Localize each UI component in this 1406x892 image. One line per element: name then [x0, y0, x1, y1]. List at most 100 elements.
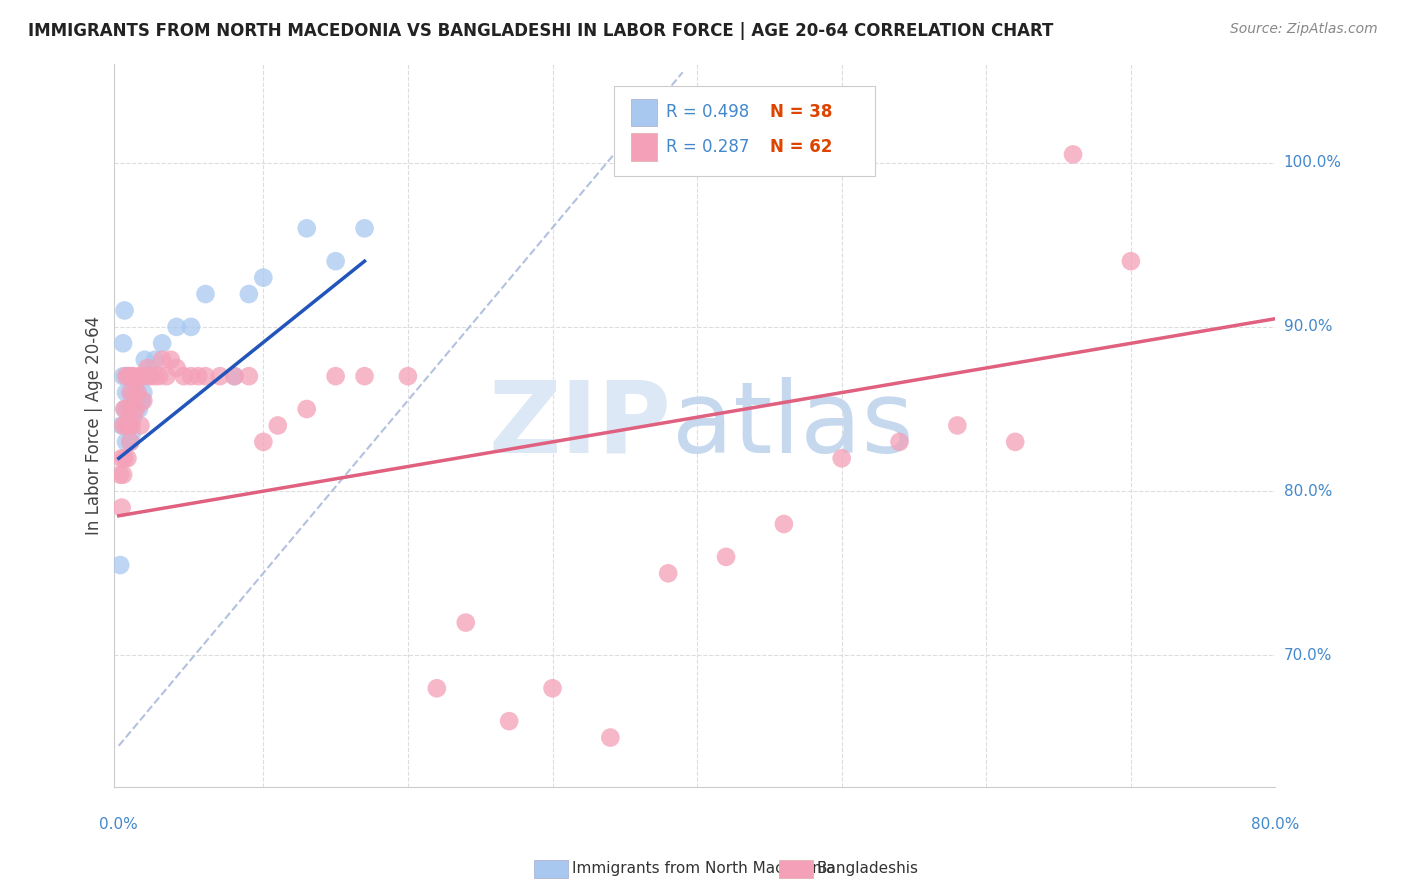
Point	[238, 369, 260, 384]
Point	[120, 385, 142, 400]
Point	[194, 369, 217, 384]
Point	[115, 434, 138, 449]
Point	[125, 402, 148, 417]
Point	[208, 369, 231, 384]
Text: 80.0%: 80.0%	[1251, 817, 1299, 832]
Point	[121, 385, 143, 400]
FancyBboxPatch shape	[613, 86, 875, 176]
Point	[122, 410, 145, 425]
Point	[122, 369, 145, 384]
Point	[134, 369, 156, 384]
Point	[353, 221, 375, 235]
Point	[108, 558, 131, 572]
Point	[120, 434, 142, 449]
Text: 100.0%: 100.0%	[1284, 155, 1341, 170]
Text: R = 0.498: R = 0.498	[666, 103, 749, 121]
Point	[111, 418, 134, 433]
Point	[111, 500, 134, 515]
Point	[831, 451, 853, 466]
Point	[139, 369, 162, 384]
Point	[325, 254, 347, 268]
Point	[143, 369, 166, 384]
Point	[252, 434, 274, 449]
Point	[155, 369, 177, 384]
Point	[121, 418, 143, 433]
Text: R = 0.287: R = 0.287	[666, 138, 749, 156]
Point	[112, 336, 135, 351]
Point	[115, 418, 138, 433]
Point	[131, 369, 153, 384]
Bar	[631, 134, 657, 161]
Text: Bangladeshis: Bangladeshis	[817, 862, 920, 876]
Point	[194, 287, 217, 301]
Point	[714, 549, 737, 564]
Point	[114, 402, 136, 417]
Point	[1119, 254, 1142, 268]
Point	[121, 426, 143, 441]
Point	[889, 434, 911, 449]
Point	[120, 402, 142, 417]
Point	[325, 369, 347, 384]
Text: 0.0%: 0.0%	[100, 817, 138, 832]
Point	[114, 451, 136, 466]
Point	[454, 615, 477, 630]
Point	[118, 418, 141, 433]
Point	[143, 352, 166, 367]
Point	[128, 369, 150, 384]
Bar	[631, 99, 657, 127]
Point	[124, 385, 146, 400]
Point	[122, 385, 145, 400]
Point	[1062, 147, 1084, 161]
Point	[224, 369, 246, 384]
Point	[136, 369, 159, 384]
Point	[599, 731, 621, 745]
Point	[118, 369, 141, 384]
Text: Immigrants from North Macedonia: Immigrants from North Macedonia	[572, 862, 835, 876]
Point	[224, 369, 246, 384]
Point	[180, 319, 202, 334]
Point	[426, 681, 449, 696]
Point	[150, 336, 173, 351]
Point	[132, 393, 155, 408]
Point	[136, 361, 159, 376]
Point	[127, 385, 149, 400]
Point	[238, 287, 260, 301]
Point	[115, 369, 138, 384]
Point	[108, 467, 131, 482]
Text: 90.0%: 90.0%	[1284, 319, 1333, 334]
Point	[252, 270, 274, 285]
Point	[148, 369, 170, 384]
Point	[946, 418, 969, 433]
Text: N = 62: N = 62	[770, 138, 832, 156]
Text: 80.0%: 80.0%	[1284, 483, 1331, 499]
Point	[267, 418, 290, 433]
Point	[117, 402, 139, 417]
Point	[114, 402, 136, 417]
Text: IMMIGRANTS FROM NORTH MACEDONIA VS BANGLADESHI IN LABOR FORCE | AGE 20-64 CORREL: IMMIGRANTS FROM NORTH MACEDONIA VS BANGL…	[28, 22, 1053, 40]
Point	[131, 393, 153, 408]
Point	[112, 467, 135, 482]
Point	[150, 352, 173, 367]
Point	[127, 385, 149, 400]
Point	[159, 352, 181, 367]
Point	[129, 418, 152, 433]
Point	[128, 402, 150, 417]
Point	[129, 393, 152, 408]
Point	[541, 681, 564, 696]
Text: N = 38: N = 38	[770, 103, 832, 121]
Text: 70.0%: 70.0%	[1284, 648, 1331, 663]
Point	[187, 369, 209, 384]
Point	[295, 402, 318, 417]
Point	[124, 402, 146, 417]
Point	[111, 451, 134, 466]
Point	[121, 369, 143, 384]
Point	[115, 385, 138, 400]
Point	[117, 418, 139, 433]
Point	[1004, 434, 1026, 449]
Text: atlas: atlas	[672, 377, 914, 474]
Point	[114, 303, 136, 318]
Point	[173, 369, 195, 384]
Point	[657, 566, 679, 581]
Point	[125, 393, 148, 408]
Point	[498, 714, 520, 728]
